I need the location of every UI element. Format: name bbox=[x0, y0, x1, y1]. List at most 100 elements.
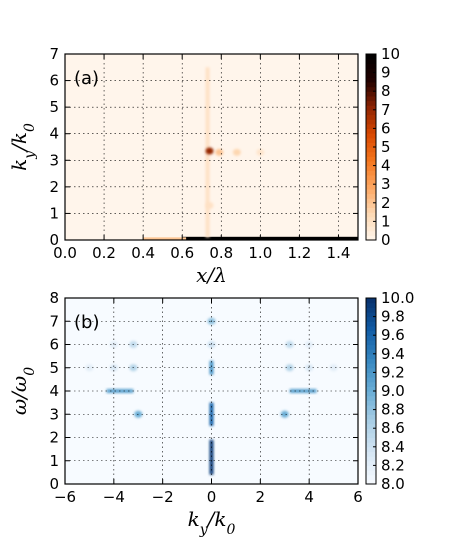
colorbar-segment bbox=[366, 221, 376, 227]
colorbar-segment bbox=[366, 316, 376, 322]
colorbar-segment bbox=[366, 414, 376, 420]
x-tick-label: 1.4 bbox=[327, 244, 351, 262]
x-tick-label: 2 bbox=[256, 488, 266, 506]
colorbar-segment bbox=[366, 91, 376, 97]
x-tick-label: −2 bbox=[152, 488, 174, 506]
panel-a-y-axis-label: ky/k0 bbox=[7, 123, 38, 171]
colorbar-segment bbox=[366, 339, 376, 346]
x-tick-label: 0.6 bbox=[170, 244, 194, 262]
x-tick-label: 0 bbox=[207, 488, 217, 506]
x-tick-label: −4 bbox=[103, 488, 125, 506]
colorbar-tick-label: 10.0 bbox=[381, 289, 414, 307]
colorbar-segment bbox=[366, 474, 376, 480]
colorbar-segment bbox=[366, 432, 376, 439]
colorbar-tick-label: 9.6 bbox=[381, 326, 405, 344]
colorbar-tick-label: 8.2 bbox=[381, 456, 405, 474]
x-tick-label: 0.4 bbox=[131, 244, 155, 262]
heatmap-spot bbox=[329, 364, 338, 372]
colorbar-segment bbox=[366, 67, 376, 74]
colorbar-segment bbox=[366, 193, 376, 199]
colorbar-segment bbox=[366, 54, 376, 60]
colorbar-segment bbox=[366, 184, 376, 190]
y-tick-label: 7 bbox=[49, 312, 59, 330]
colorbar-tick-label: 10 bbox=[381, 45, 400, 63]
panel-a-x-axis-label: x/λ bbox=[196, 263, 227, 287]
heatmap-spot bbox=[205, 147, 214, 155]
colorbar-tick-label: 8.6 bbox=[381, 419, 405, 437]
colorbar-segment bbox=[366, 156, 376, 162]
panel-b-grid bbox=[65, 298, 358, 484]
x-tick-label: 0.8 bbox=[209, 244, 233, 262]
heatmap-spot bbox=[256, 148, 265, 156]
y-tick-label: 2 bbox=[49, 178, 59, 196]
colorbar-segment bbox=[366, 391, 376, 397]
colorbar-segment bbox=[366, 212, 376, 218]
y-tick-label: 1 bbox=[49, 204, 59, 222]
colorbar-segment bbox=[366, 311, 376, 318]
colorbar-segment bbox=[366, 137, 376, 143]
panel-b-y-axis-label: ω/ω0 bbox=[7, 367, 38, 415]
y-tick-label: 7 bbox=[49, 45, 59, 63]
y-tick-label: 0 bbox=[49, 475, 59, 493]
axis-label-text: ky/k0 bbox=[188, 507, 236, 538]
colorbar-segment bbox=[366, 446, 376, 453]
colorbar-tick-label: 7 bbox=[381, 101, 391, 119]
heatmap-vertical-streak bbox=[209, 360, 214, 375]
colorbar-segment bbox=[366, 381, 376, 387]
heatmap-horizontal-streak bbox=[289, 389, 317, 393]
colorbar-segment bbox=[366, 460, 376, 466]
colorbar-segment bbox=[366, 418, 376, 425]
heatmap-band bbox=[182, 236, 358, 240]
colorbar-segment bbox=[366, 302, 376, 308]
colorbar-segment bbox=[366, 372, 376, 378]
heatmap-spot bbox=[285, 364, 294, 372]
colorbar-segment bbox=[366, 409, 376, 415]
colorbar-segment bbox=[366, 198, 376, 204]
x-tick-label: 4 bbox=[304, 488, 314, 506]
x-tick-label: 1.0 bbox=[248, 244, 272, 262]
colorbar-segment bbox=[366, 179, 376, 185]
y-tick-label: 5 bbox=[49, 98, 59, 116]
colorbar-segment bbox=[366, 151, 376, 157]
colorbar-tick-label: 6 bbox=[381, 119, 391, 137]
x-tick-label: −6 bbox=[54, 488, 76, 506]
panel-b-label: (b) bbox=[74, 312, 99, 333]
y-tick-label: 1 bbox=[49, 452, 59, 470]
colorbar-segment bbox=[366, 170, 376, 176]
panel-a-grid bbox=[65, 54, 358, 240]
heatmap-band bbox=[143, 237, 187, 240]
colorbar-segment bbox=[366, 363, 376, 369]
x-tick-label: 1.2 bbox=[287, 244, 311, 262]
colorbar-segment bbox=[366, 142, 376, 148]
x-tick-label: 6 bbox=[353, 488, 363, 506]
colorbar-segment bbox=[366, 147, 376, 153]
y-tick-label: 3 bbox=[49, 151, 59, 169]
panel-a-heatmap bbox=[65, 54, 358, 240]
colorbar-segment bbox=[366, 100, 376, 106]
colorbar-tick-label: 9.8 bbox=[381, 308, 405, 326]
colorbar-segment bbox=[366, 442, 376, 448]
colorbar-segment bbox=[366, 349, 376, 355]
y-tick-label: 8 bbox=[49, 289, 59, 307]
colorbar-tick-label: 9.0 bbox=[381, 382, 405, 400]
colorbar-segment bbox=[366, 404, 376, 411]
colorbar-segment bbox=[366, 456, 376, 462]
heatmap-vertical-streak bbox=[209, 402, 214, 426]
colorbar-tick-label: 2 bbox=[381, 194, 391, 212]
colorbar-segment bbox=[366, 298, 376, 304]
colorbar-segment bbox=[366, 400, 376, 406]
colorbar-segment bbox=[366, 307, 376, 313]
colorbar-tick-label: 8.8 bbox=[381, 401, 405, 419]
colorbar-tick-label: 9.4 bbox=[381, 345, 405, 363]
axis-label-text: x/λ bbox=[196, 263, 227, 287]
colorbar-segment bbox=[366, 226, 376, 232]
colorbar-segment bbox=[366, 479, 376, 485]
axis-label-text: ω/ω0 bbox=[7, 367, 38, 415]
colorbar-segment bbox=[366, 58, 376, 64]
panel-a-label: (a) bbox=[74, 68, 99, 89]
colorbar-segment bbox=[366, 216, 376, 222]
colorbar-segment bbox=[366, 86, 376, 92]
